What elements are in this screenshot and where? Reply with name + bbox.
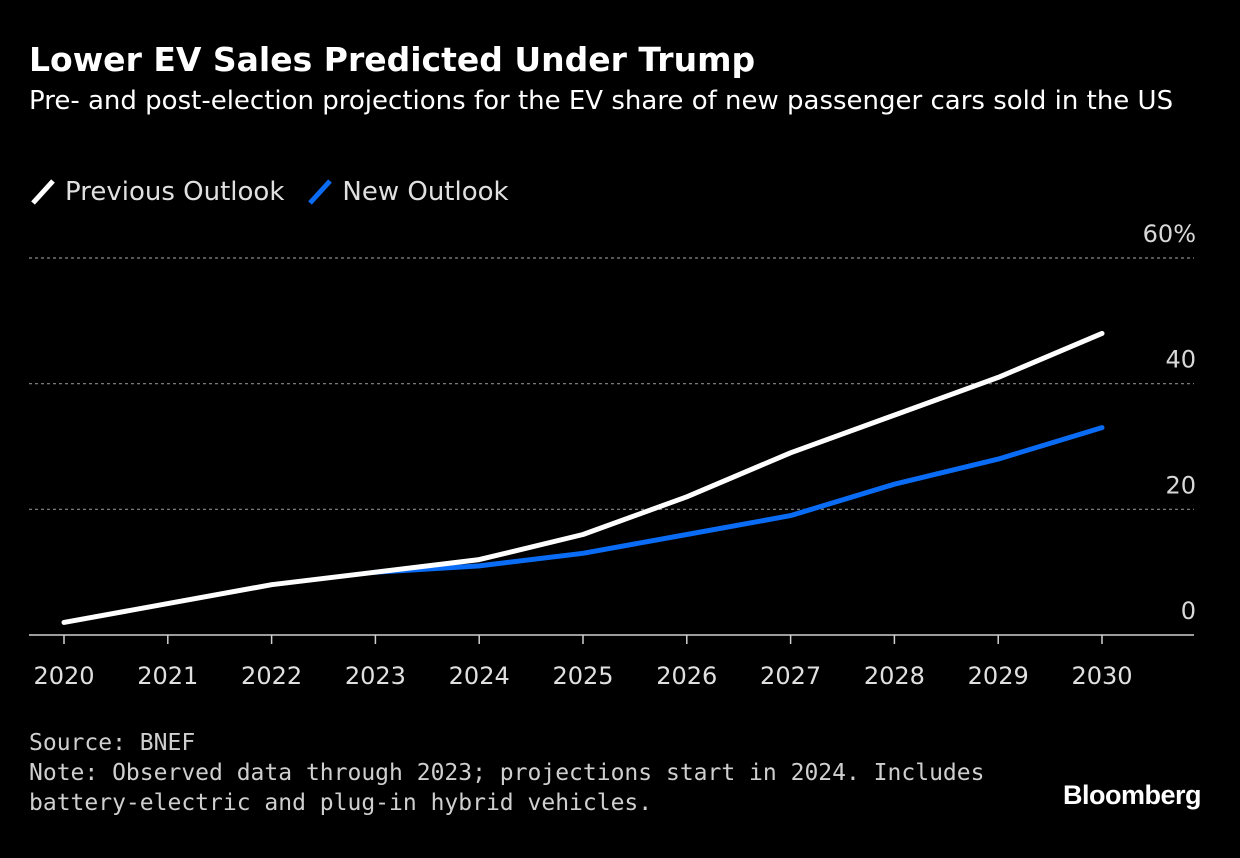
- y-tick-label: 40: [1165, 346, 1196, 374]
- line-chart: 0 20 40 60% 2020 2021 2022 2023 2024 2025 2026 2027…: [29, 220, 1196, 690]
- data-point-previous-outlook: [61, 620, 67, 625]
- series-line-new-outlook: [372, 425, 1105, 575]
- x-tick-label: 2030: [1071, 662, 1132, 690]
- data-point-new-outlook: [996, 456, 1001, 462]
- x-tick-label: 2029: [968, 662, 1029, 690]
- series-line-previous-outlook: [61, 330, 1105, 625]
- data-point-previous-outlook: [1099, 331, 1105, 336]
- x-tick-label: 2024: [449, 662, 510, 690]
- chart-subtitle: Pre- and post-election projections for t…: [29, 86, 1174, 116]
- x-tick-label: 2027: [760, 662, 821, 690]
- x-tick-label: 2020: [33, 662, 94, 690]
- x-tick-label: 2026: [656, 662, 717, 690]
- data-point-previous-outlook: [996, 375, 1001, 380]
- data-point-previous-outlook: [892, 412, 897, 418]
- chart-title: Lower EV Sales Predicted Under Trump: [29, 40, 756, 79]
- note-line-1: Note: Observed data through 2023; projec…: [29, 760, 985, 786]
- legend-label-previous-outlook: Previous Outlook: [65, 177, 285, 207]
- legend: Previous Outlook New Outlook: [29, 172, 531, 212]
- y-tick-label: 20: [1165, 471, 1196, 499]
- legend-item-previous-outlook: Previous Outlook: [29, 177, 284, 207]
- data-point-previous-outlook: [165, 601, 170, 606]
- data-point-previous-outlook: [477, 557, 482, 562]
- y-tick-label: 60%: [1143, 220, 1196, 248]
- data-point-previous-outlook: [373, 569, 378, 575]
- data-point-new-outlook: [580, 551, 586, 556]
- bloomberg-logo: Bloomberg: [1062, 780, 1202, 810]
- legend-item-new-outlook: New Outlook: [306, 177, 509, 207]
- x-tick-label: 2022: [241, 662, 302, 690]
- data-point-previous-outlook: [269, 582, 274, 587]
- data-point-new-outlook: [892, 482, 897, 487]
- x-tick-label: 2021: [137, 662, 198, 690]
- x-tick-label: 2028: [864, 662, 925, 690]
- data-point-new-outlook: [1099, 425, 1105, 430]
- data-point-new-outlook: [684, 532, 689, 537]
- data-point-previous-outlook: [788, 450, 793, 455]
- legend-label-new-outlook: New Outlook: [342, 177, 509, 207]
- data-point-new-outlook: [477, 563, 482, 569]
- data-point-new-outlook: [788, 513, 793, 518]
- data-point-previous-outlook: [580, 532, 586, 537]
- data-point-previous-outlook: [684, 494, 689, 499]
- source-note: Source: BNEF: [29, 730, 196, 756]
- note-line-2: battery-electric and plug-in hybrid vehi…: [29, 790, 653, 816]
- legend-swatch-new-outlook: [308, 179, 333, 205]
- x-tick-label: 2023: [345, 662, 406, 690]
- footer: Source: BNEF Note: Observed data through…: [29, 728, 984, 818]
- legend-swatch-previous-outlook: [31, 179, 55, 205]
- y-tick-label: 0: [1181, 597, 1196, 625]
- x-tick-label: 2025: [552, 662, 613, 690]
